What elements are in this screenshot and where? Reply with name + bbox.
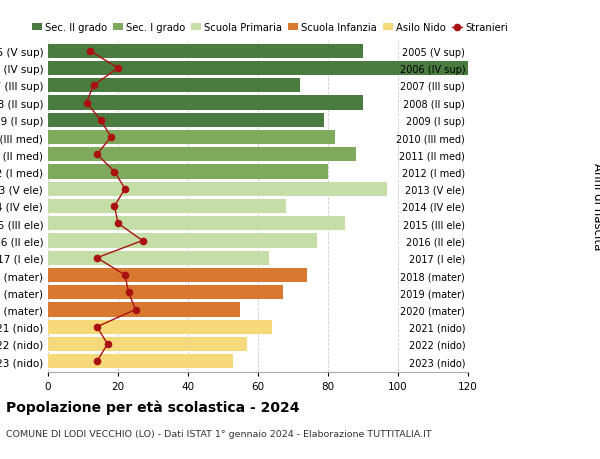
Bar: [48, 234, 317, 248]
Bar: [48, 148, 356, 162]
Bar: [48, 165, 328, 179]
Bar: [48, 303, 241, 317]
Bar: [48, 131, 335, 145]
Legend: Sec. II grado, Sec. I grado, Scuola Primaria, Scuola Infanzia, Asilo Nido, Stran: Sec. II grado, Sec. I grado, Scuola Prim…: [32, 23, 508, 33]
Bar: [48, 320, 272, 334]
Bar: [48, 182, 388, 196]
Bar: [48, 285, 283, 300]
Bar: [48, 269, 307, 282]
Bar: [48, 79, 300, 93]
Bar: [48, 354, 233, 369]
Bar: [48, 45, 363, 59]
Text: Popolazione per età scolastica - 2024: Popolazione per età scolastica - 2024: [6, 399, 299, 414]
Bar: [48, 113, 325, 128]
Text: Anni di nascita: Anni di nascita: [590, 163, 600, 250]
Bar: [48, 251, 269, 265]
Bar: [48, 62, 468, 76]
Text: COMUNE DI LODI VECCHIO (LO) - Dati ISTAT 1° gennaio 2024 - Elaborazione TUTTITAL: COMUNE DI LODI VECCHIO (LO) - Dati ISTAT…: [6, 429, 431, 438]
Bar: [48, 217, 346, 231]
Bar: [48, 200, 286, 213]
Bar: [48, 337, 247, 351]
Bar: [48, 96, 363, 110]
